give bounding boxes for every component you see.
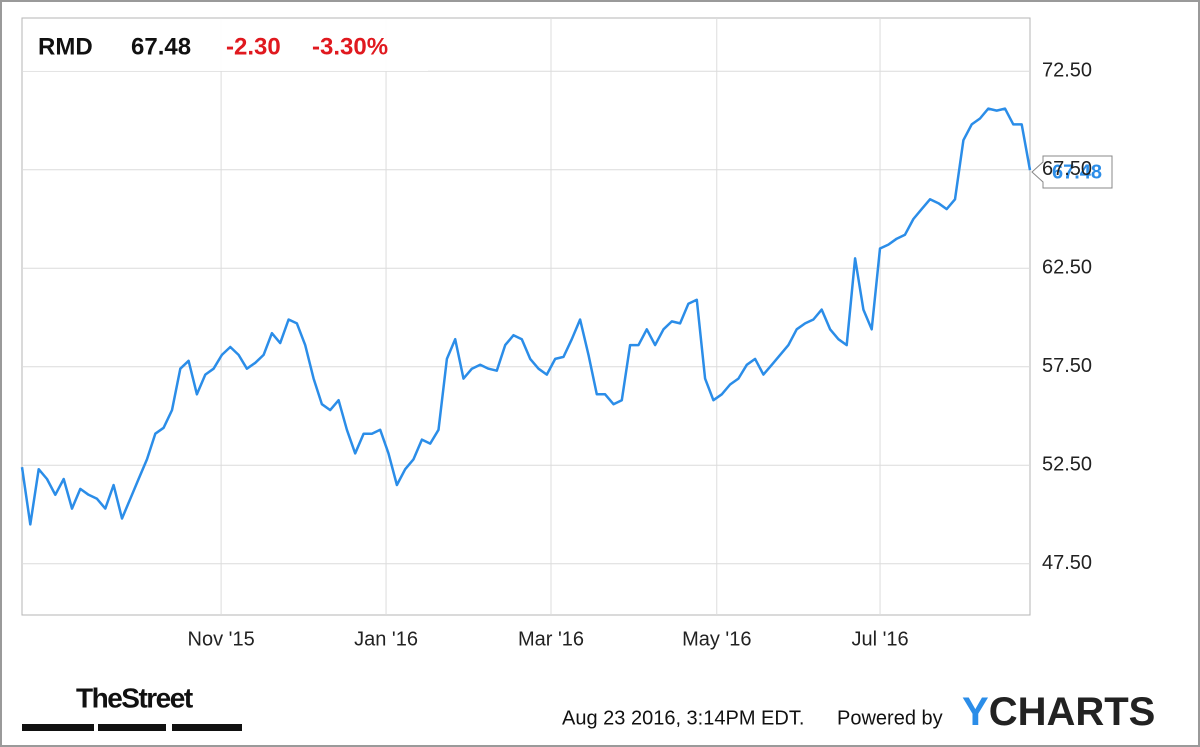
y-tick-label: 52.50 xyxy=(1042,454,1092,476)
y-tick-label: 67.50 xyxy=(1042,158,1092,180)
logo-bar xyxy=(22,724,94,731)
y-tick-label: 47.50 xyxy=(1042,552,1092,574)
ycharts-logo: YCHARTS xyxy=(962,690,1155,734)
logo-bar xyxy=(98,724,166,731)
x-tick-label: Jan '16 xyxy=(354,628,418,650)
change: -2.30 xyxy=(226,33,281,60)
y-tick-label: 62.50 xyxy=(1042,257,1092,279)
logo-y: Y xyxy=(962,690,989,734)
quote-box xyxy=(23,19,428,71)
x-tick-label: Jul '16 xyxy=(851,628,908,650)
price: 67.48 xyxy=(131,33,191,60)
x-tick-label: Nov '15 xyxy=(188,628,255,650)
logo-bar xyxy=(172,724,242,731)
plot-area xyxy=(21,17,1031,616)
logo-rest: CHARTS xyxy=(989,690,1156,734)
change-percent: -3.30% xyxy=(312,33,388,60)
powered-by: Powered by xyxy=(837,707,943,729)
x-tick-label: Mar '16 xyxy=(518,628,584,650)
timestamp: Aug 23 2016, 3:14PM EDT. xyxy=(562,707,804,729)
y-tick-label: 72.50 xyxy=(1042,59,1092,81)
price-line xyxy=(20,107,1032,526)
source-logo: TheStreet xyxy=(76,682,193,713)
last-price-label: 67.48 xyxy=(1052,161,1102,183)
ticker: RMD xyxy=(38,33,93,60)
last-price-tag xyxy=(1031,155,1113,189)
x-tick-label: May '16 xyxy=(682,628,751,650)
y-tick-label: 57.50 xyxy=(1042,355,1092,377)
